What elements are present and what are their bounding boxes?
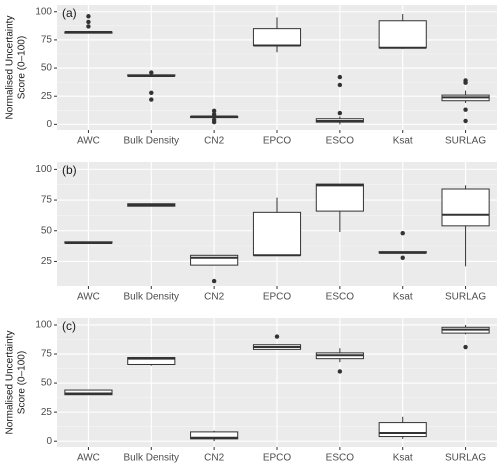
y-axis-title: Normalised Uncertainty <box>5 331 16 435</box>
outlier <box>86 14 91 19</box>
x-tick-label: EPCO <box>263 136 292 147</box>
x-tick-label: ESCO <box>326 453 355 464</box>
outlier <box>149 90 154 96</box>
y-axis-title: Score (0–100) <box>17 36 28 99</box>
panel-label: (a) <box>62 6 77 20</box>
outlier <box>211 119 217 125</box>
y-tick-label: 50 <box>41 378 53 389</box>
outlier <box>400 231 405 236</box>
y-tick-label: 0 <box>46 436 52 447</box>
y-tick-label: 50 <box>41 225 53 236</box>
outlier <box>211 108 217 114</box>
outlier <box>149 70 154 75</box>
box <box>378 20 427 49</box>
y-tick-label: 25 <box>41 91 53 102</box>
y-tick-label: 100 <box>35 164 52 175</box>
outlier <box>337 82 343 88</box>
outlier <box>211 278 217 284</box>
x-tick-label: AWC <box>77 292 100 303</box>
outlier <box>86 24 91 29</box>
box <box>127 357 176 365</box>
outlier <box>86 19 91 25</box>
y-tick-label: 25 <box>41 407 53 418</box>
x-tick-label: SURLAG <box>445 292 486 303</box>
outlier <box>400 255 405 260</box>
panel: 0 25 50 75 100 (c) Normalised Uncertainty Score… <box>5 318 497 464</box>
x-tick-label: AWC <box>77 136 100 147</box>
x-tick-label: CN2 <box>204 292 224 303</box>
box <box>190 254 239 266</box>
x-tick-label: Bulk Density <box>123 136 179 147</box>
box <box>315 183 364 212</box>
y-axis-title: Score (0–100) <box>17 351 28 414</box>
panel-label: (c) <box>62 319 76 333</box>
outlier <box>463 344 468 350</box>
x-tick-label: Bulk Density <box>123 292 179 303</box>
x-tick-label: CN2 <box>204 136 224 147</box>
x-tick-label: ESCO <box>326 136 355 147</box>
x-tick-label: AWC <box>77 453 100 464</box>
outlier <box>149 97 154 102</box>
box <box>190 431 239 440</box>
x-tick-label: SURLAG <box>445 136 486 147</box>
box <box>252 28 302 47</box>
x-tick-label: EPCO <box>263 292 292 303</box>
x-tick-label: Bulk Density <box>123 453 179 464</box>
y-tick-label: 0 <box>46 119 52 130</box>
y-axis-title: Normalised Uncertainty <box>5 16 16 120</box>
outlier <box>463 118 468 124</box>
outlier <box>463 80 468 85</box>
x-tick-label: CN2 <box>204 453 224 464</box>
outlier <box>211 112 217 117</box>
x-tick-label: Ksat <box>393 136 413 147</box>
y-tick-label: 50 <box>41 63 53 74</box>
y-tick-label: 25 <box>41 256 53 267</box>
outlier <box>337 369 343 374</box>
box <box>441 188 490 227</box>
x-tick-label: SURLAG <box>445 453 486 464</box>
y-tick-label: 100 <box>35 6 52 17</box>
box <box>378 422 427 438</box>
x-tick-label: Ksat <box>393 292 413 303</box>
panel: 25 50 75 100 (b) AWC Bulk Density CN2 EPCO ESCO Ks… <box>35 162 497 303</box>
x-tick-label: EPCO <box>263 453 292 464</box>
panel: 0 25 50 75 100 (a) Normalised Uncertainty Score… <box>5 5 497 147</box>
outlier <box>463 107 468 112</box>
y-tick-label: 75 <box>41 35 53 46</box>
outlier <box>337 110 343 116</box>
y-tick-label: 75 <box>41 349 53 360</box>
outlier <box>337 74 343 80</box>
panel-label: (b) <box>62 163 77 177</box>
y-tick-label: 100 <box>35 320 52 331</box>
outlier <box>274 334 280 339</box>
x-tick-label: Ksat <box>393 453 413 464</box>
y-tick-label: 75 <box>41 195 53 206</box>
x-tick-label: ESCO <box>326 292 355 303</box>
box <box>252 211 302 256</box>
box <box>64 389 113 396</box>
